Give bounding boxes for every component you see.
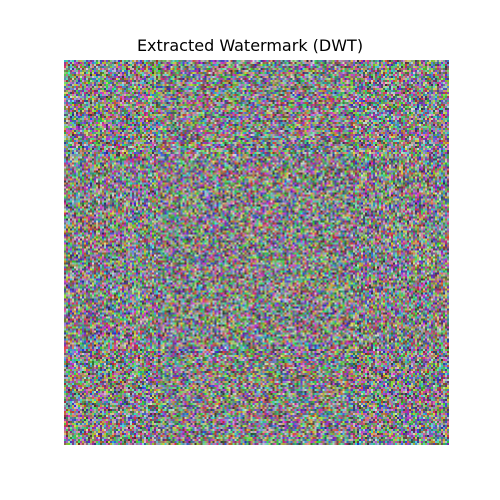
extracted-watermark-image <box>64 60 449 445</box>
figure-title: Extracted Watermark (DWT) <box>136 36 364 55</box>
